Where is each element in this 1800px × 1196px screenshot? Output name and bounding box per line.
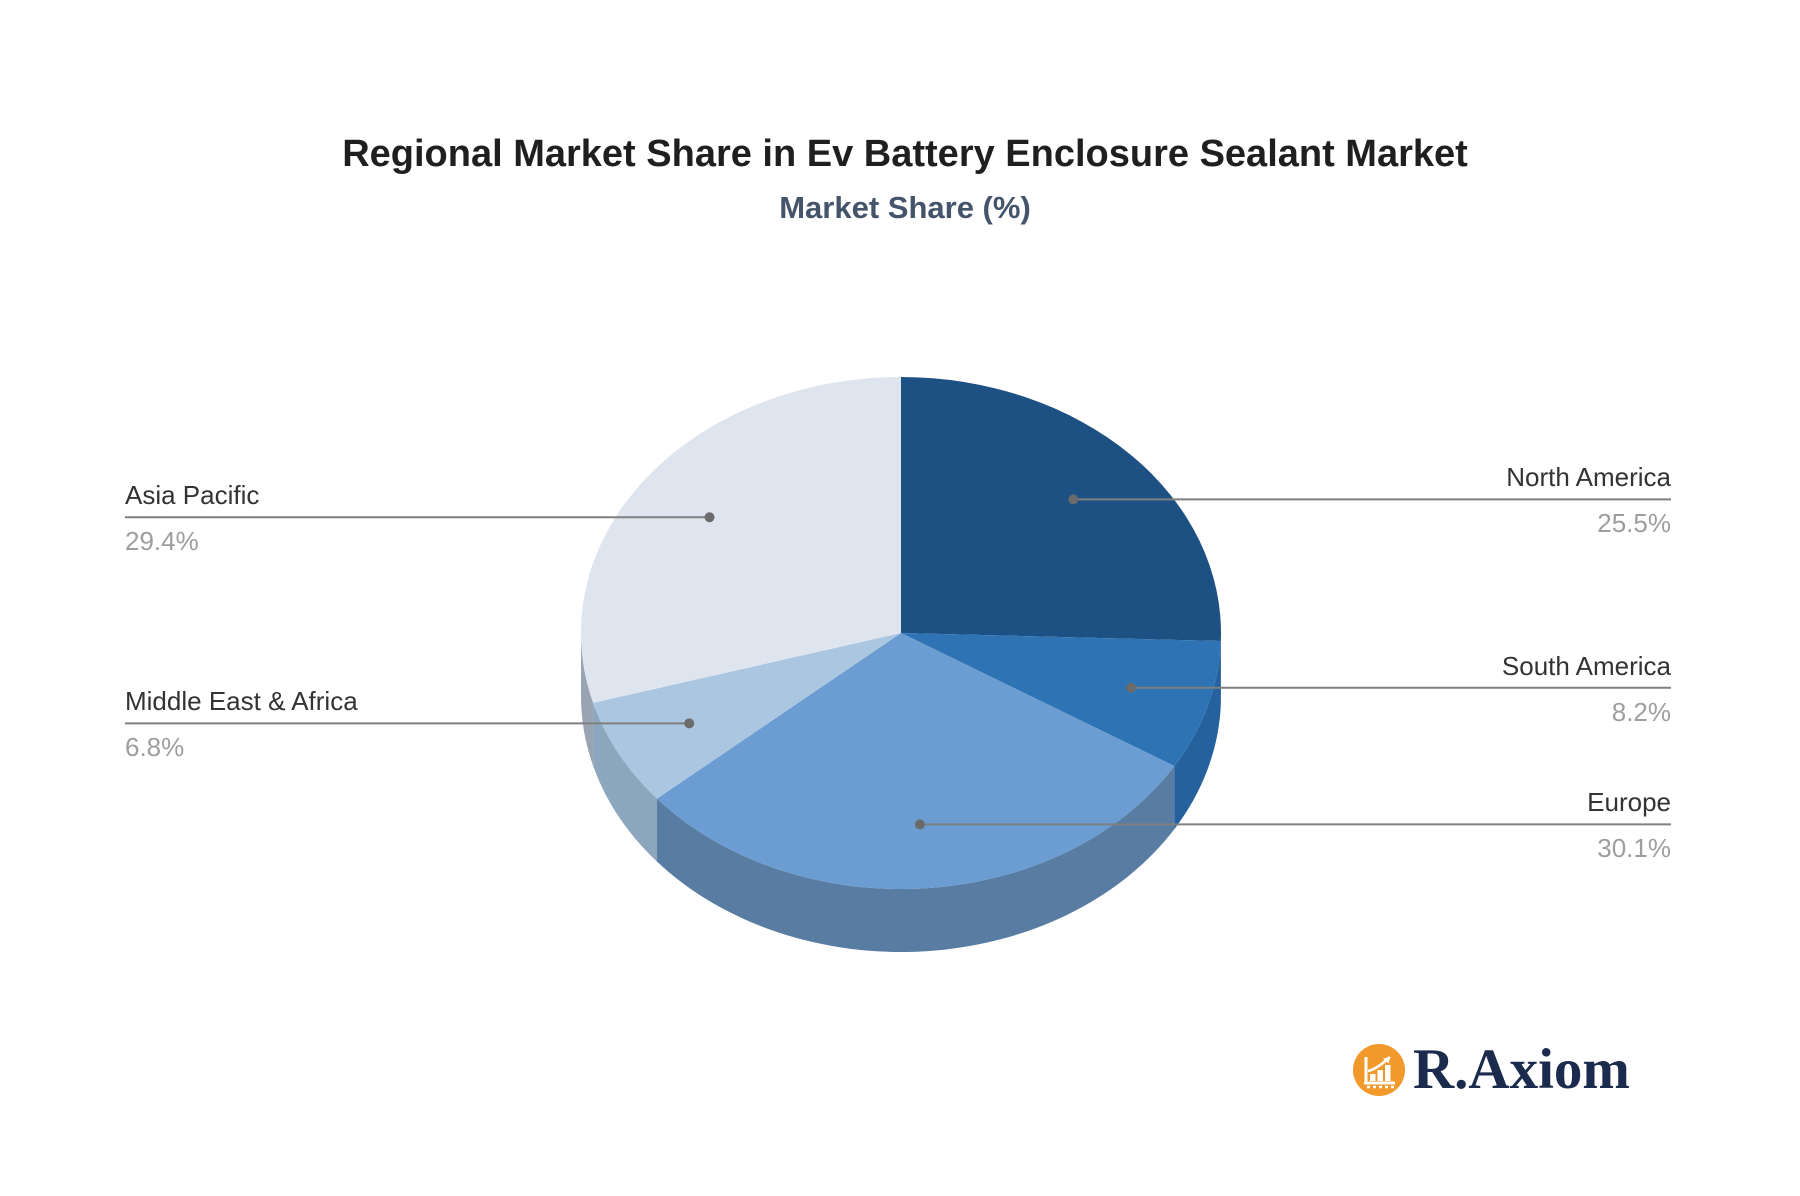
callout-dot-north-america <box>1068 494 1079 505</box>
brand-logo: R.Axiom <box>1352 1040 1630 1100</box>
callout-value-europe: 30.1% <box>1597 833 1671 864</box>
callout-dot-middle-east-africa <box>684 718 695 729</box>
callout-label-south-america: South America <box>1501 650 1671 681</box>
chart-title: Regional Market Share in Ev Battery Encl… <box>342 133 1468 175</box>
callout-label-europe: Europe <box>1587 787 1671 818</box>
pie-slice-asia-pacific <box>580 377 901 703</box>
callout-label-north-america: North America <box>1506 462 1671 493</box>
callout-value-asia-pacific: 29.4% <box>125 526 199 557</box>
pie-rim-middle-east-africa <box>593 702 658 862</box>
chart-subtitle: Market Share (%) <box>779 190 1031 225</box>
callout-value-north-america: 25.5% <box>1597 508 1671 539</box>
callout-label-middle-east-africa: Middle East & Africa <box>125 686 358 717</box>
pie-slice-south-america <box>901 633 1221 767</box>
callout-dot-europe <box>914 819 925 830</box>
callout-label-asia-pacific: Asia Pacific <box>125 480 260 511</box>
pie-slice-middle-east-africa <box>593 633 901 799</box>
bar-chart-growth-icon <box>1353 1044 1405 1096</box>
brand-name: R.Axiom <box>1413 1038 1630 1101</box>
pie-rim-south-america <box>1174 641 1221 830</box>
pie-rim-europe <box>657 766 1175 952</box>
callout-dot-asia-pacific <box>704 512 715 523</box>
callout-value-middle-east-africa: 6.8% <box>125 732 185 763</box>
callout-dot-south-america <box>1126 682 1137 693</box>
pie-rim-asia-pacific <box>581 633 594 766</box>
pie-slice-north-america <box>901 377 1221 642</box>
callout-value-south-america: 8.2% <box>1611 696 1671 727</box>
